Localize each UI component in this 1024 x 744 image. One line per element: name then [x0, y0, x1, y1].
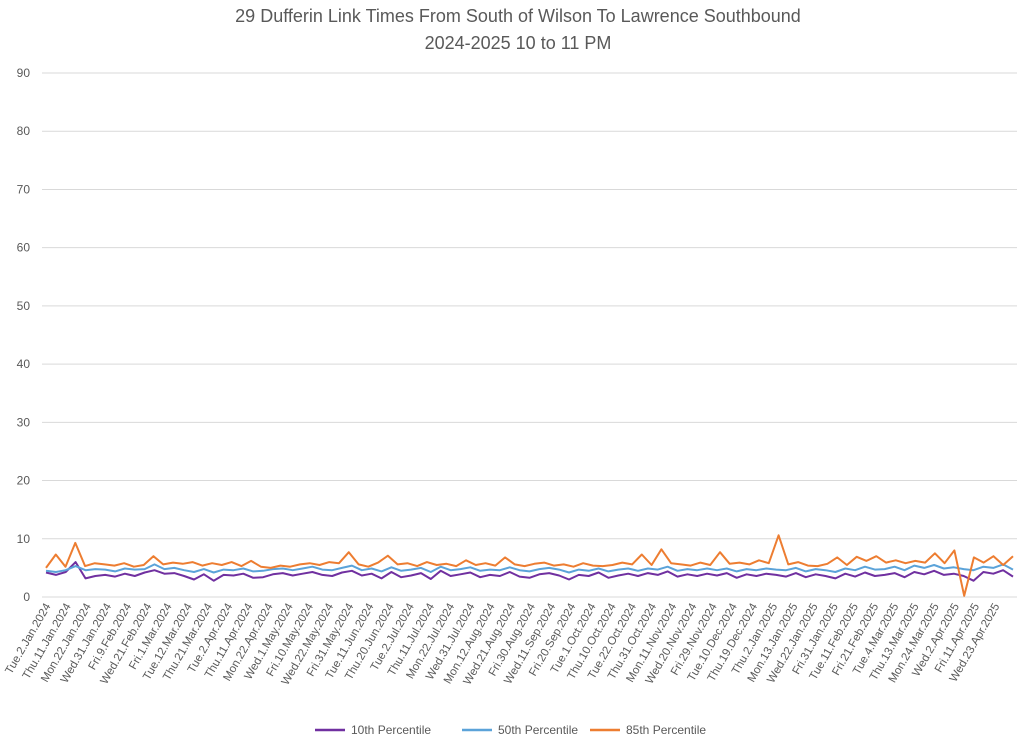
y-tick-label: 50 — [17, 299, 31, 313]
chart-title-line-1: 29 Dufferin Link Times From South of Wil… — [235, 6, 801, 26]
y-tick-label: 80 — [17, 124, 31, 138]
legend-label: 10th Percentile — [351, 723, 431, 737]
y-tick-label: 10 — [17, 532, 31, 546]
y-tick-label: 0 — [23, 590, 30, 604]
y-tick-label: 30 — [17, 415, 31, 429]
y-tick-label: 90 — [17, 66, 31, 80]
series-line-50th-percentile — [45, 563, 1014, 574]
series-line-85th-percentile — [45, 534, 1014, 597]
legend-label: 85th Percentile — [626, 723, 706, 737]
series-line-10th-percentile — [45, 561, 1014, 582]
y-tick-label: 40 — [17, 357, 31, 371]
legend-label: 50th Percentile — [498, 723, 578, 737]
y-tick-label: 60 — [17, 241, 31, 255]
chart-title-line-2: 2024-2025 10 to 11 PM — [425, 33, 612, 53]
y-tick-label: 20 — [17, 474, 31, 488]
y-tick-label: 70 — [17, 182, 31, 196]
